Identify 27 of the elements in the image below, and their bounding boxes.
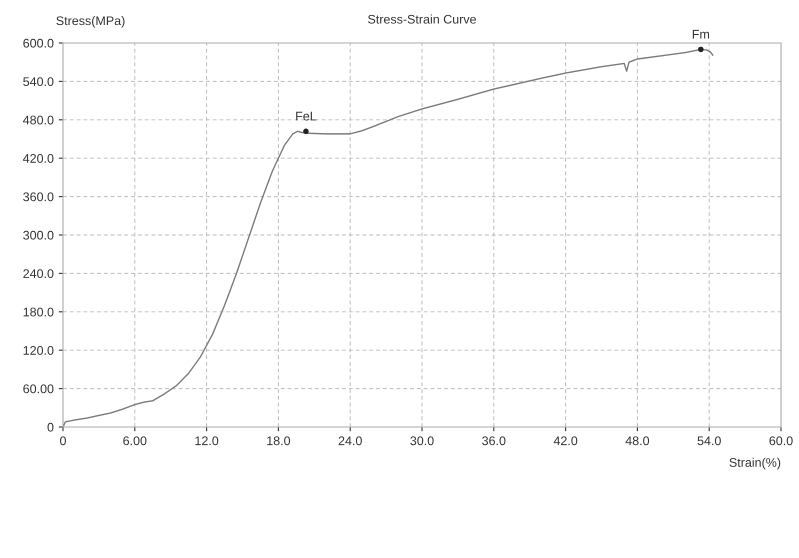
x-tick-label: 24.0	[338, 436, 362, 446]
x-tick-label: 42.0	[554, 436, 578, 446]
y-tick-label: 0	[48, 422, 54, 432]
y-tick-label: 180.0	[24, 308, 54, 316]
chart-title: Stress-Strain Curve	[368, 14, 476, 24]
x-tick-label: 18.0	[267, 436, 290, 446]
y-axis-title: Stress(MPa)	[56, 16, 124, 28]
y-tick-label: 600.0	[23, 38, 54, 48]
y-tick-label: 240.0	[23, 269, 54, 278]
x-tick-label: 48.0	[626, 436, 650, 446]
x-tick-label: 0	[60, 436, 66, 446]
x-tick-label: 12.0	[195, 436, 218, 446]
x-tick-label: 60.0	[769, 436, 793, 446]
x-tick-label: 36.0	[482, 436, 506, 446]
annotation: FeL	[296, 112, 316, 121]
annotation: Fm	[692, 30, 710, 38]
y-tick-label: 420.0	[22, 154, 54, 163]
x-tick-label: 54.0	[698, 436, 721, 446]
y-tick-label: 360.0	[23, 192, 54, 202]
x-tick-label: 6.00	[123, 436, 146, 446]
y-tick-label: 60.00	[23, 384, 54, 394]
x-tick-label: 30.0	[410, 436, 434, 446]
y-tick-label: 120.0	[24, 346, 54, 355]
y-tick-label: 300.0	[23, 230, 54, 240]
y-tick-label: 540.0	[23, 77, 54, 86]
y-tick-label: 480.0	[22, 116, 54, 124]
x-axis-title: Strain(%)	[729, 458, 780, 470]
